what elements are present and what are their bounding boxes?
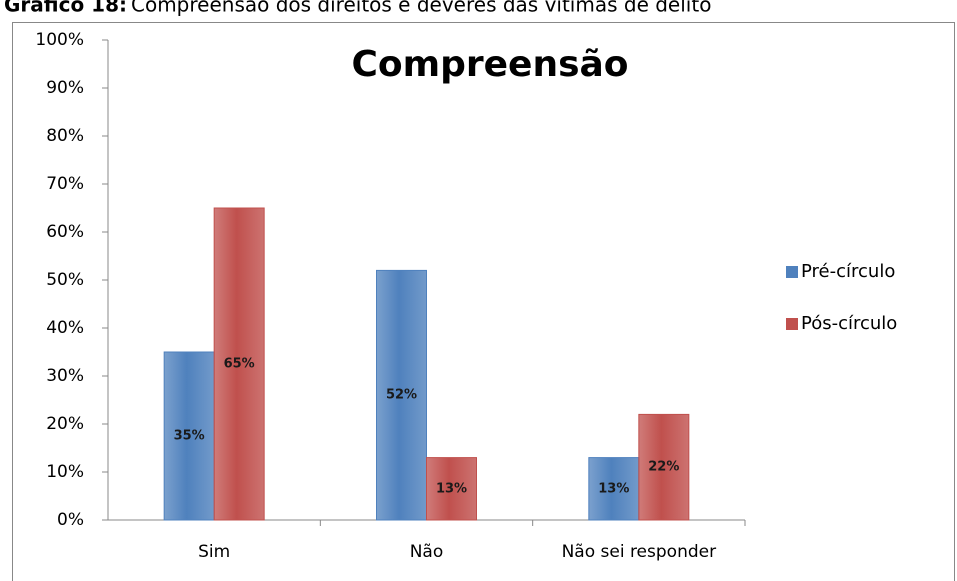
legend-label: Pós-círculo — [801, 313, 897, 334]
x-tick-label: Não sei responder — [562, 542, 717, 562]
y-tick-label: 40% — [46, 318, 84, 338]
y-tick-label: 20% — [46, 414, 84, 434]
y-tick-label: 10% — [46, 462, 84, 482]
x-tick-label: Sim — [198, 542, 230, 562]
bar — [213, 207, 265, 521]
legend-label: Pré-círculo — [801, 261, 895, 282]
legend-swatch — [786, 266, 798, 278]
y-tick-label: 90% — [46, 78, 84, 98]
y-tick-label: 30% — [46, 366, 84, 386]
value-label: 35% — [174, 429, 205, 444]
value-label: 65% — [224, 357, 255, 372]
caption-text: Compreensão dos direitos e deveres das v… — [131, 0, 711, 17]
legend-swatch — [786, 318, 798, 330]
value-label: 22% — [648, 460, 679, 475]
y-tick-label: 80% — [46, 126, 84, 146]
y-tick-label: 70% — [46, 174, 84, 194]
y-tick-label: 0% — [57, 510, 84, 530]
bar — [426, 457, 477, 521]
value-label: 13% — [598, 481, 629, 496]
y-tick-label: 60% — [46, 222, 84, 242]
y-tick-label: 100% — [35, 30, 84, 50]
chart-title: Compreensão — [351, 44, 628, 85]
caption-label: Gráfico 18: — [4, 0, 127, 17]
bar — [376, 269, 427, 521]
value-label: 13% — [436, 481, 467, 496]
y-tick-label: 50% — [46, 270, 84, 290]
x-tick-label: Não — [410, 542, 444, 562]
value-label: 52% — [386, 388, 417, 403]
bar — [638, 413, 690, 521]
chart-frame — [12, 22, 955, 581]
bar — [588, 457, 640, 521]
